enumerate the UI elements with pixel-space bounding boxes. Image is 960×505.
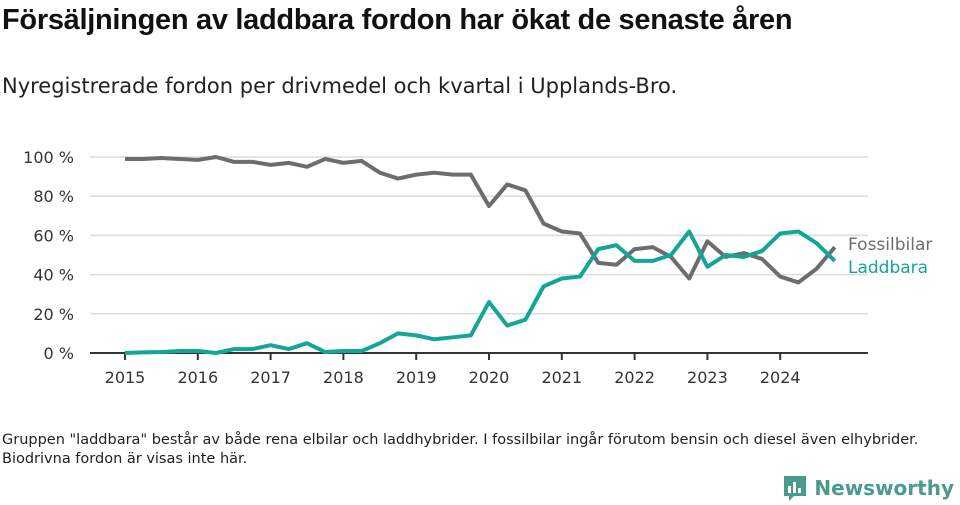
x-tick-label: 2017 <box>250 368 291 387</box>
series-line-laddbara <box>124 229 837 355</box>
line-chart: 0 % 20 % 40 % 60 % 80 % 100 % 2015 2016 2017 2018… <box>23 148 932 387</box>
x-tick-label: 2022 <box>614 368 655 387</box>
y-tick-label: 0 % <box>44 344 74 363</box>
x-tick-label: 2016 <box>177 368 218 387</box>
x-tick-label: 2021 <box>541 368 582 387</box>
x-tick-label: 2018 <box>323 368 364 387</box>
x-tick-label: 2020 <box>469 368 510 387</box>
y-tick-label: 40 % <box>33 266 74 285</box>
y-tick-label: 80 % <box>33 187 74 206</box>
footnote: Gruppen "laddbara" består av både rena e… <box>2 432 919 467</box>
y-tick-label: 100 % <box>23 148 74 167</box>
x-tick-label: 2019 <box>396 368 437 387</box>
chart-title: Försäljningen av laddbara fordon har öka… <box>2 4 793 36</box>
y-tick-label: 20 % <box>33 305 74 324</box>
x-tick-label: 2023 <box>687 368 728 387</box>
series-line-fossilbilar <box>125 155 837 285</box>
newsworthy-logo: Newsworthy <box>782 474 954 502</box>
y-tick-label: 60 % <box>33 226 74 245</box>
series-label-laddbara: Laddbara <box>848 258 928 278</box>
chart-subtitle: Nyregistrerade fordon per drivmedel och … <box>2 74 678 98</box>
x-tick-label: 2024 <box>760 368 801 387</box>
series-label-fossilbilar: Fossilbilar <box>848 235 932 255</box>
bar-chart-logo-icon <box>784 476 807 501</box>
brand-name: Newsworthy <box>814 476 954 500</box>
x-tick-label: 2015 <box>105 368 146 387</box>
